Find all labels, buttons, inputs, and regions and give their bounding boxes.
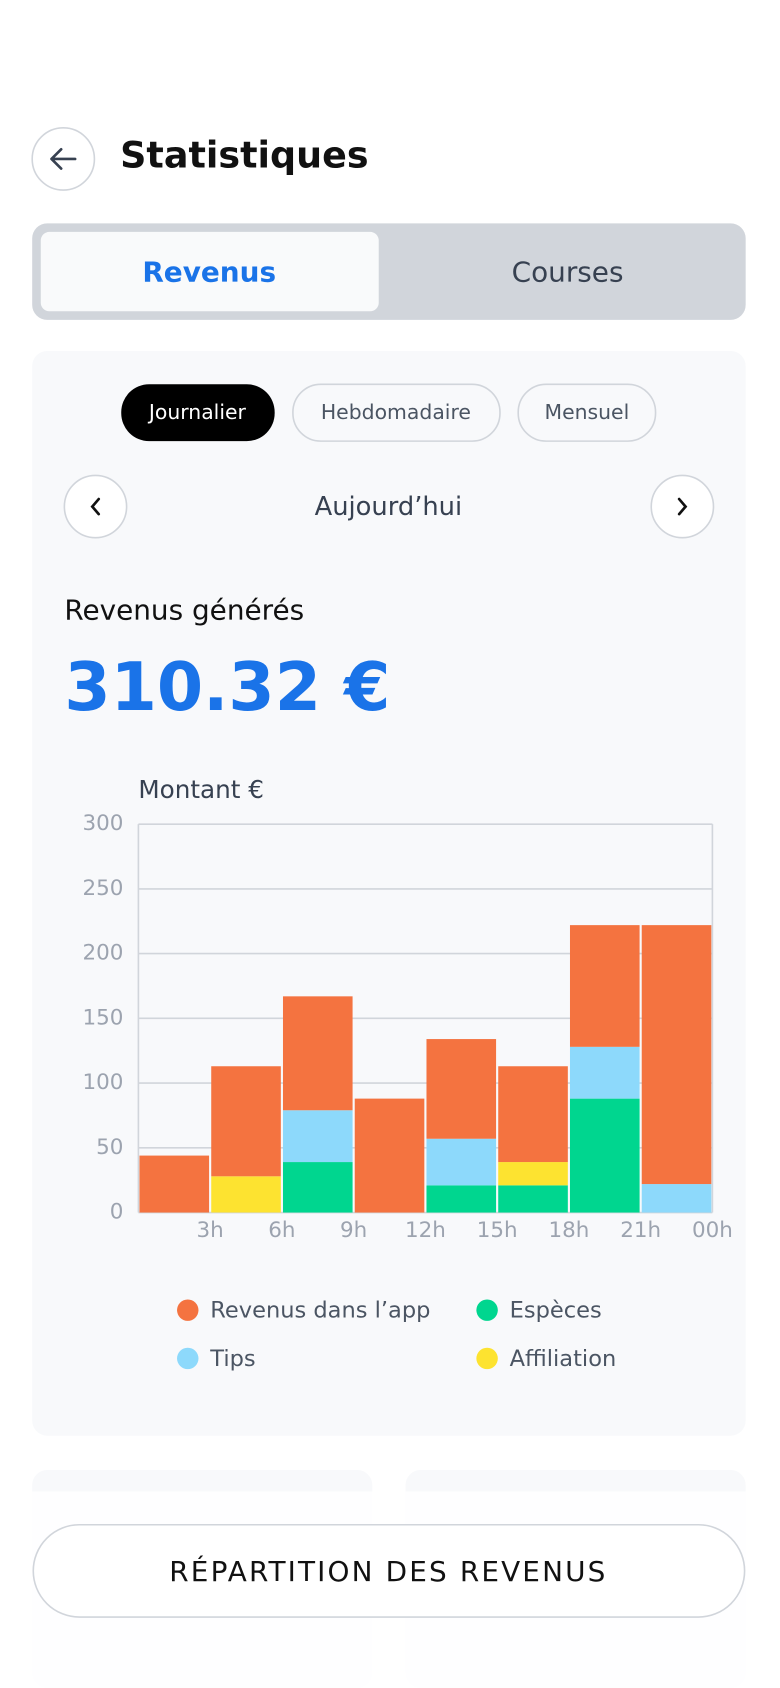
legend-swatch	[177, 1347, 199, 1370]
y-tick-label: 200	[82, 941, 123, 966]
legend-label: Affiliation	[510, 1346, 617, 1372]
bar-segment	[569, 1046, 640, 1099]
prev-button[interactable]	[63, 474, 128, 539]
x-tick-label: 9h	[340, 1218, 367, 1243]
page-title: Statistiques	[120, 133, 368, 176]
bar-segment	[211, 1066, 281, 1177]
y-tick-label: 50	[96, 1135, 123, 1160]
legend-label: Espèces	[510, 1298, 602, 1324]
bar-segment	[139, 1155, 210, 1213]
period-chip[interactable]	[517, 383, 657, 442]
tab[interactable]: Courses	[512, 256, 624, 289]
x-tick-label: 3h	[197, 1218, 224, 1243]
legend-swatch	[177, 1299, 199, 1321]
x-tick-label: 18h	[548, 1218, 589, 1243]
x-tick-label: 00h	[692, 1218, 733, 1243]
bar-segment	[282, 996, 353, 1111]
bar-segment	[426, 1138, 497, 1186]
bar-segment	[282, 1162, 353, 1213]
breakdown-button[interactable]	[32, 1523, 746, 1618]
bar-segment	[569, 925, 640, 1047]
x-tick-label: 6h	[268, 1218, 295, 1243]
prev-icon	[90, 497, 101, 516]
next-button[interactable]	[650, 474, 715, 539]
x-tick-label: 15h	[477, 1218, 518, 1243]
y-tick-label: 300	[82, 811, 123, 836]
period[interactable]: Hebdomadaire	[321, 400, 471, 424]
y-tick-label: 150	[82, 1005, 123, 1030]
period[interactable]: Journalier	[147, 400, 247, 424]
button-label[interactable]: RÉPARTITION DES REVENUS	[169, 1554, 607, 1588]
bar-segment	[211, 1176, 281, 1213]
legend-label: Tips	[209, 1346, 255, 1372]
y-tick-label: 100	[82, 1070, 123, 1095]
y-tick-label: 0	[110, 1200, 124, 1225]
tab[interactable]: Revenus	[142, 256, 276, 289]
bar-segment	[569, 1098, 640, 1213]
y-axis-title: Montant €	[138, 775, 264, 804]
date-label: Aujourd’hui	[315, 492, 463, 522]
revenue-label: Revenus générés	[64, 594, 304, 627]
bar-segment	[354, 1098, 425, 1213]
next-icon	[677, 497, 688, 516]
period-active[interactable]	[121, 384, 275, 442]
legend: Revenus dans l’app Espèces Tips Affiliation	[177, 1298, 616, 1372]
chart: 0 50 100 150 200 250 300 3h 6h 9h 12h 15h 18h 21h 00h	[82, 811, 732, 1243]
bar-segment	[426, 1185, 497, 1213]
y-tick-label: 250	[82, 876, 123, 901]
bar-segment	[282, 1110, 353, 1163]
legend-swatch	[476, 1347, 498, 1370]
bar-segment	[498, 1162, 568, 1186]
legend-label: Revenus dans l’app	[210, 1298, 430, 1324]
x-tick-label: 12h	[405, 1218, 446, 1243]
x-tick-label: 21h	[620, 1218, 661, 1243]
tab-active[interactable]	[40, 231, 379, 312]
bar-segment	[641, 1184, 712, 1213]
revenue-amount: 310.32 €	[64, 648, 390, 726]
period[interactable]: Mensuel	[544, 400, 629, 424]
bar-segment	[641, 925, 712, 1185]
legend-swatch	[476, 1299, 498, 1321]
period-chip[interactable]	[292, 383, 501, 442]
bar-segment	[498, 1185, 568, 1213]
bar-segment	[498, 1066, 568, 1163]
back-icon	[50, 147, 77, 170]
bar-segment	[426, 1039, 497, 1139]
